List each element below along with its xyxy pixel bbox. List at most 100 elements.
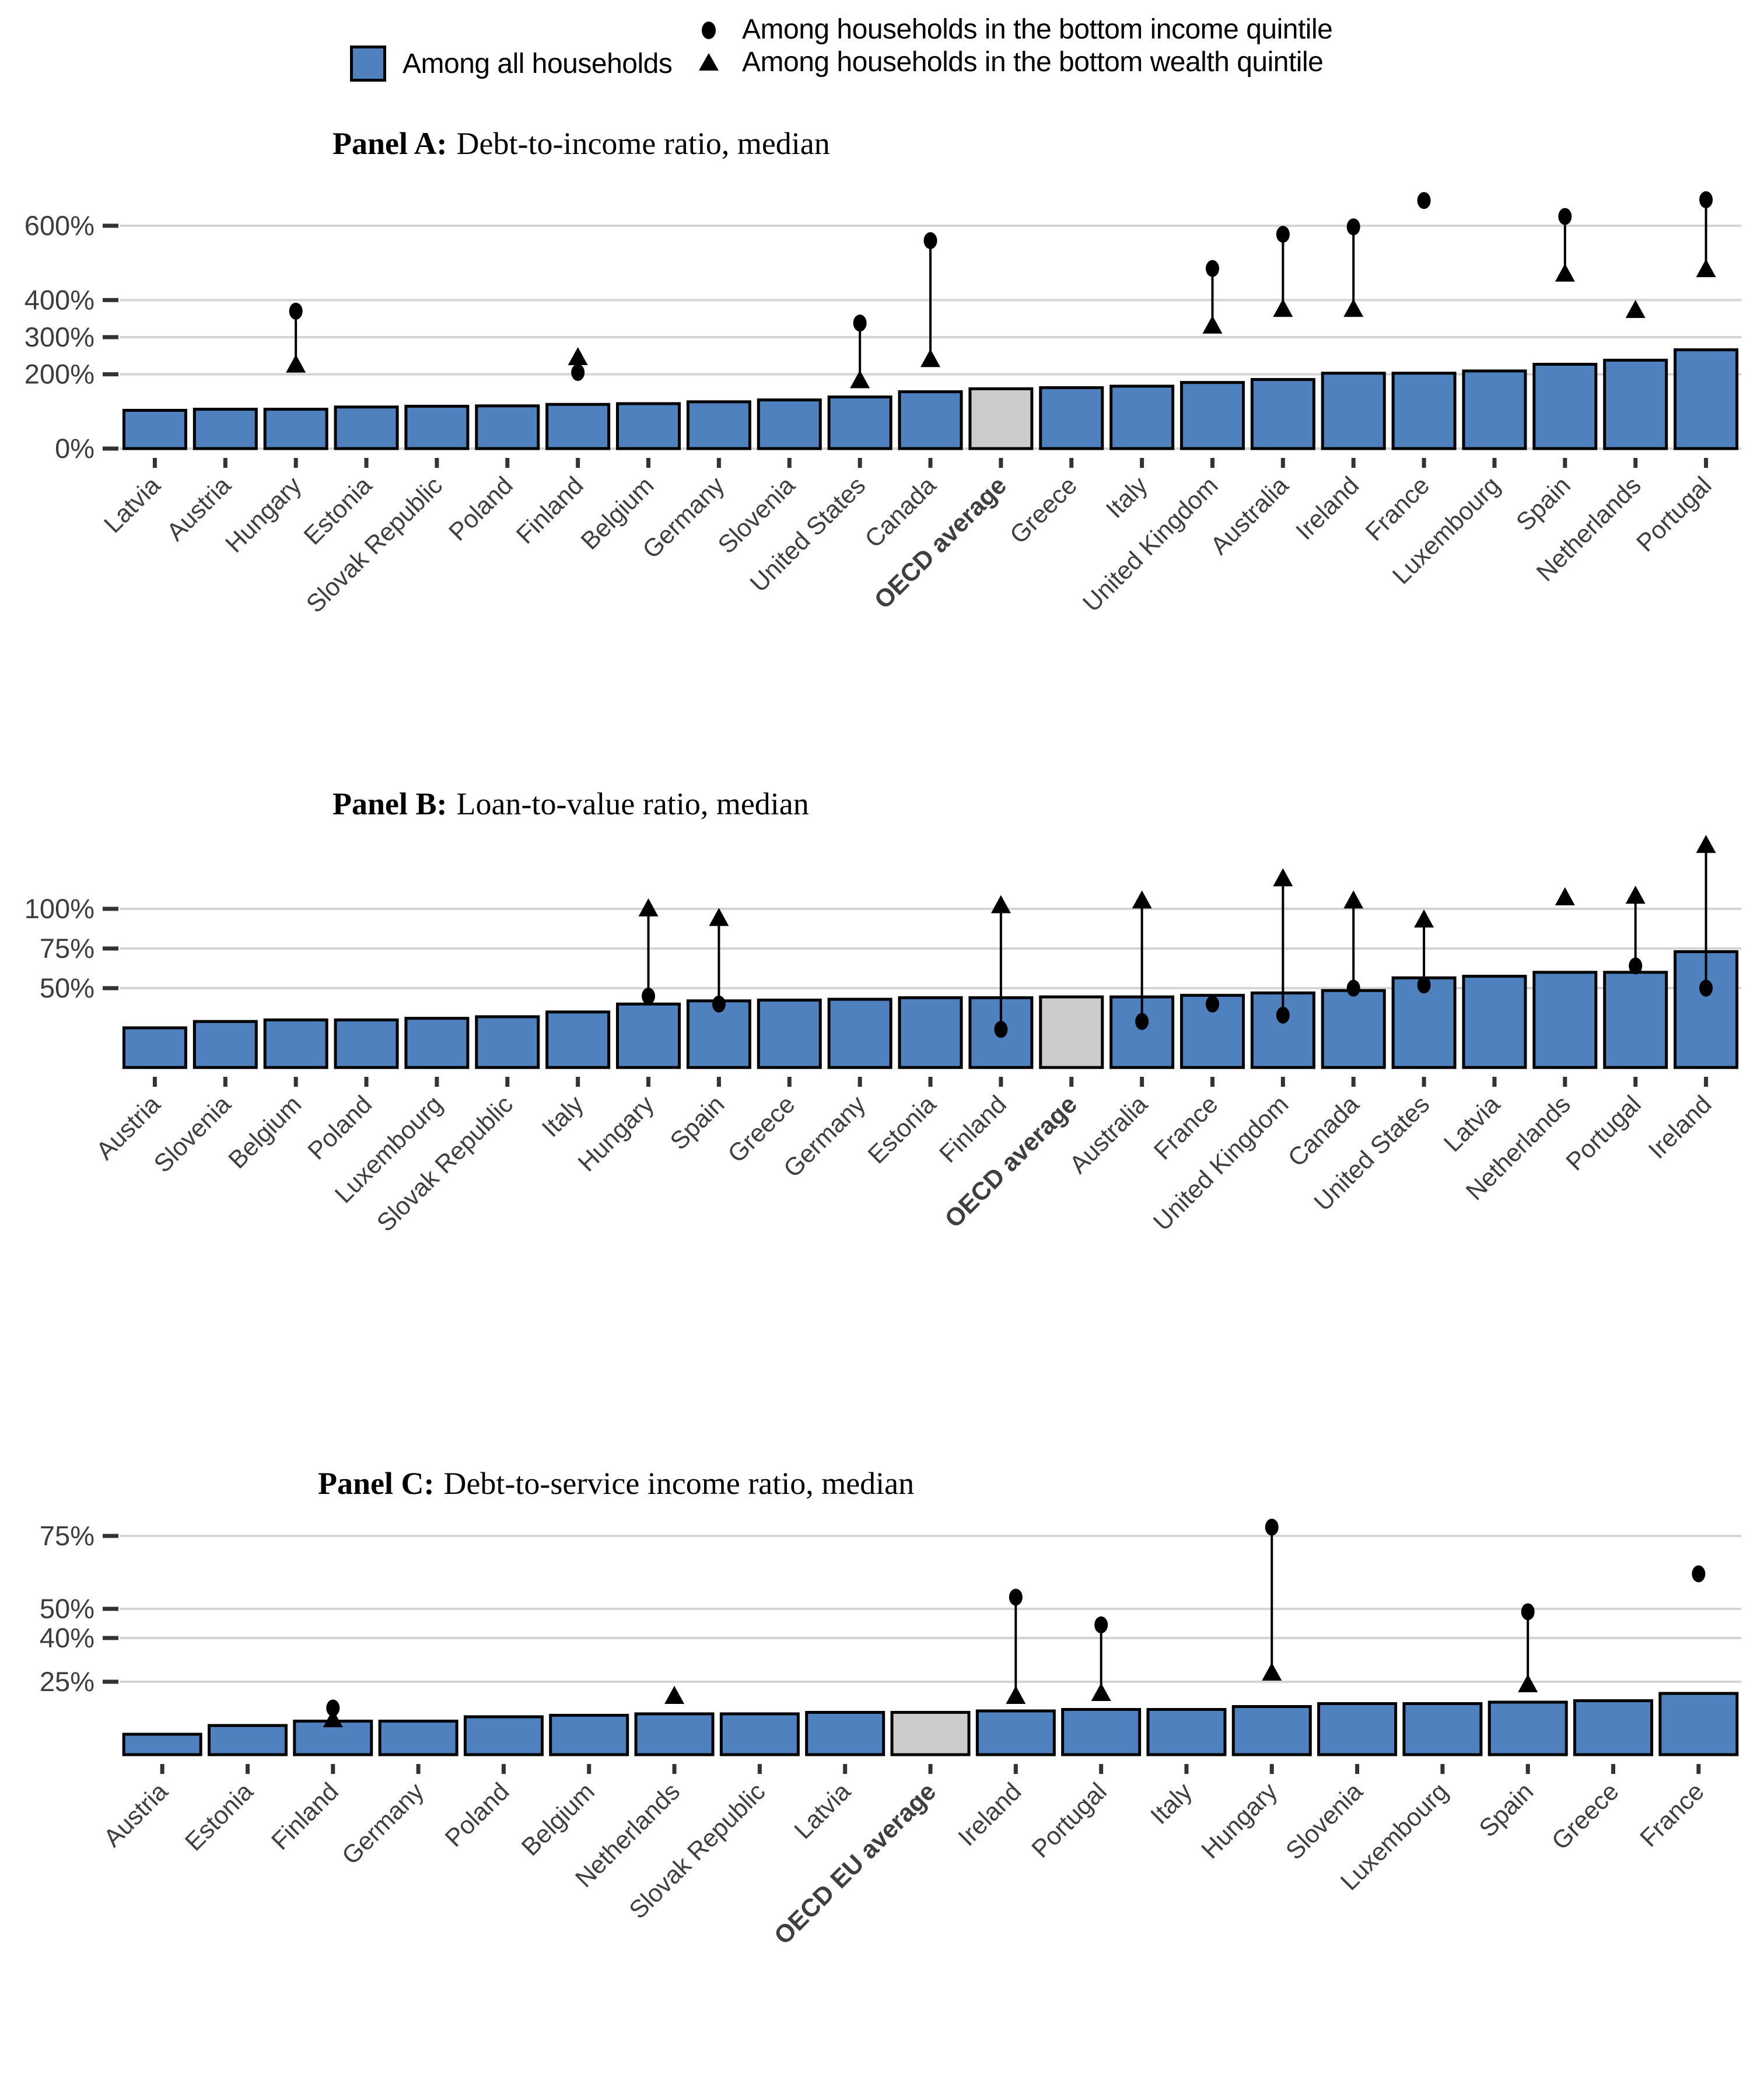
wealth-quintile-triangle-marker xyxy=(286,354,306,373)
circle-marker-icon xyxy=(702,22,716,39)
x-axis-label: Spain xyxy=(1511,471,1576,537)
x-axis-label: Slovenia xyxy=(1280,1777,1368,1866)
x-axis-tick xyxy=(1140,458,1144,468)
x-axis-tick xyxy=(1563,458,1567,468)
x-axis-tick xyxy=(223,1077,228,1087)
bar xyxy=(616,402,681,450)
x-axis-tick xyxy=(1280,458,1285,468)
x-axis-label: Greece xyxy=(1546,1777,1625,1856)
x-axis-label: Latvia xyxy=(99,471,166,538)
panel-c-chart: 25% 40%50% 75% Austria Estonia FinlandGermany… xyxy=(40,1518,1741,1950)
x-axis-tick xyxy=(787,1077,792,1087)
bar xyxy=(898,390,963,450)
wealth-quintile-triangle-marker xyxy=(850,370,870,388)
panel-b-title: Panel B: Loan-to-value ratio, median xyxy=(332,786,809,822)
bar xyxy=(207,1724,288,1756)
bar xyxy=(1039,386,1104,450)
x-axis-tick xyxy=(501,1764,506,1774)
wealth-quintile-triangle-marker xyxy=(1625,300,1646,318)
income-quintile-circle-marker xyxy=(1205,260,1219,277)
x-axis-tick xyxy=(787,458,792,468)
x-axis-label: Latvia xyxy=(1438,1090,1506,1157)
wealth-quintile-triangle-marker xyxy=(1696,259,1716,278)
y-axis-label: 200% xyxy=(24,359,94,390)
bar xyxy=(827,396,892,450)
bar xyxy=(890,1711,971,1756)
x-axis-tick xyxy=(1422,1077,1426,1087)
x-axis-tick xyxy=(364,1077,369,1087)
panel-b-title-text: Loan-to-value ratio, median xyxy=(456,786,809,821)
x-axis-tick xyxy=(1704,1077,1709,1087)
income-quintile-circle-marker xyxy=(642,988,656,1005)
x-axis-label: Italy xyxy=(1101,471,1153,524)
x-axis-tick xyxy=(1422,458,1426,468)
y-axis-label: 400% xyxy=(24,284,94,315)
x-axis-label: Portugal xyxy=(1027,1777,1112,1863)
bar xyxy=(475,1015,540,1069)
wealth-quintile-triangle-marker xyxy=(638,898,659,916)
income-quintile-circle-marker xyxy=(1346,218,1360,236)
x-axis-label: Finland xyxy=(266,1777,344,1856)
income-quintile-circle-marker xyxy=(853,314,867,332)
bar xyxy=(757,398,822,450)
bar xyxy=(1603,971,1668,1069)
wealth-quintile-triangle-marker xyxy=(1262,1662,1282,1681)
bar xyxy=(192,1020,258,1069)
x-axis-label: Italy xyxy=(1145,1777,1198,1830)
bar xyxy=(1110,384,1175,450)
wealth-quintile-triangle-marker xyxy=(1006,1686,1026,1704)
x-axis-label: Poland xyxy=(443,471,519,547)
income-quintile-circle-marker xyxy=(1417,192,1431,209)
x-axis-label: OECD EU average xyxy=(769,1777,942,1950)
x-axis-label: France xyxy=(1634,1777,1710,1853)
x-axis-label: Ireland xyxy=(1643,1090,1717,1164)
x-axis-tick xyxy=(505,1077,510,1087)
bar xyxy=(263,1018,328,1069)
x-axis-tick xyxy=(1633,1077,1638,1087)
wealth-quintile-triangle-marker xyxy=(1343,890,1364,909)
x-axis-label: Ireland xyxy=(953,1777,1027,1852)
x-axis-tick xyxy=(1633,458,1638,468)
x-axis-tick xyxy=(1069,1077,1074,1087)
legend-wealth-quintile: Among households in the bottom wealth qu… xyxy=(693,43,1324,80)
x-axis-tick xyxy=(928,458,933,468)
bar xyxy=(1061,1708,1142,1756)
y-axis-label: 40% xyxy=(40,1622,94,1653)
x-axis-tick xyxy=(1140,1077,1144,1087)
panel-c-title-text: Debt-to-service income ratio, median xyxy=(443,1466,915,1501)
x-axis-tick xyxy=(1069,458,1074,468)
legend-all-households: Among all households xyxy=(350,46,673,82)
income-quintile-circle-marker xyxy=(326,1699,340,1717)
x-axis-label: Portugal xyxy=(1561,1090,1647,1176)
x-axis-label: Germany xyxy=(337,1777,429,1870)
x-axis-label: Slovenia xyxy=(149,1090,237,1178)
x-axis-tick xyxy=(435,1077,439,1087)
x-axis-label: Spain xyxy=(1474,1777,1539,1843)
panel-a-title-text: Debt-to-income ratio, median xyxy=(456,126,830,161)
x-axis-tick xyxy=(716,458,721,468)
x-axis-label: Hungary xyxy=(573,1090,660,1177)
bar xyxy=(122,1026,187,1069)
bar xyxy=(1532,971,1598,1069)
income-quintile-circle-marker xyxy=(289,302,303,320)
x-axis-tick xyxy=(757,1764,762,1774)
legend-income-quintile: Among households in the bottom income qu… xyxy=(693,10,1333,48)
bar xyxy=(549,1714,629,1756)
income-quintile-circle-marker xyxy=(1699,979,1713,997)
x-axis-label: Latvia xyxy=(789,1777,856,1845)
x-axis-tick xyxy=(843,1764,848,1774)
wealth-quintile-triangle-marker xyxy=(991,895,1011,914)
bar xyxy=(898,996,963,1069)
bar xyxy=(1402,1702,1483,1756)
wealth-quintile-triangle-marker xyxy=(1273,868,1293,887)
x-axis-tick xyxy=(576,1077,580,1087)
wealth-quintile-triangle-marker xyxy=(1202,315,1223,334)
x-axis-label: Portugal xyxy=(1631,471,1717,557)
x-axis-tick xyxy=(223,458,228,468)
bar xyxy=(686,400,751,450)
income-quintile-circle-marker xyxy=(1521,1603,1535,1620)
x-axis-label: Austria xyxy=(99,1777,174,1853)
panel-c-title: Panel C: Debt-to-service income ratio, me… xyxy=(318,1465,914,1502)
x-axis-tick xyxy=(505,458,510,468)
x-axis-label: Poland xyxy=(440,1777,515,1853)
